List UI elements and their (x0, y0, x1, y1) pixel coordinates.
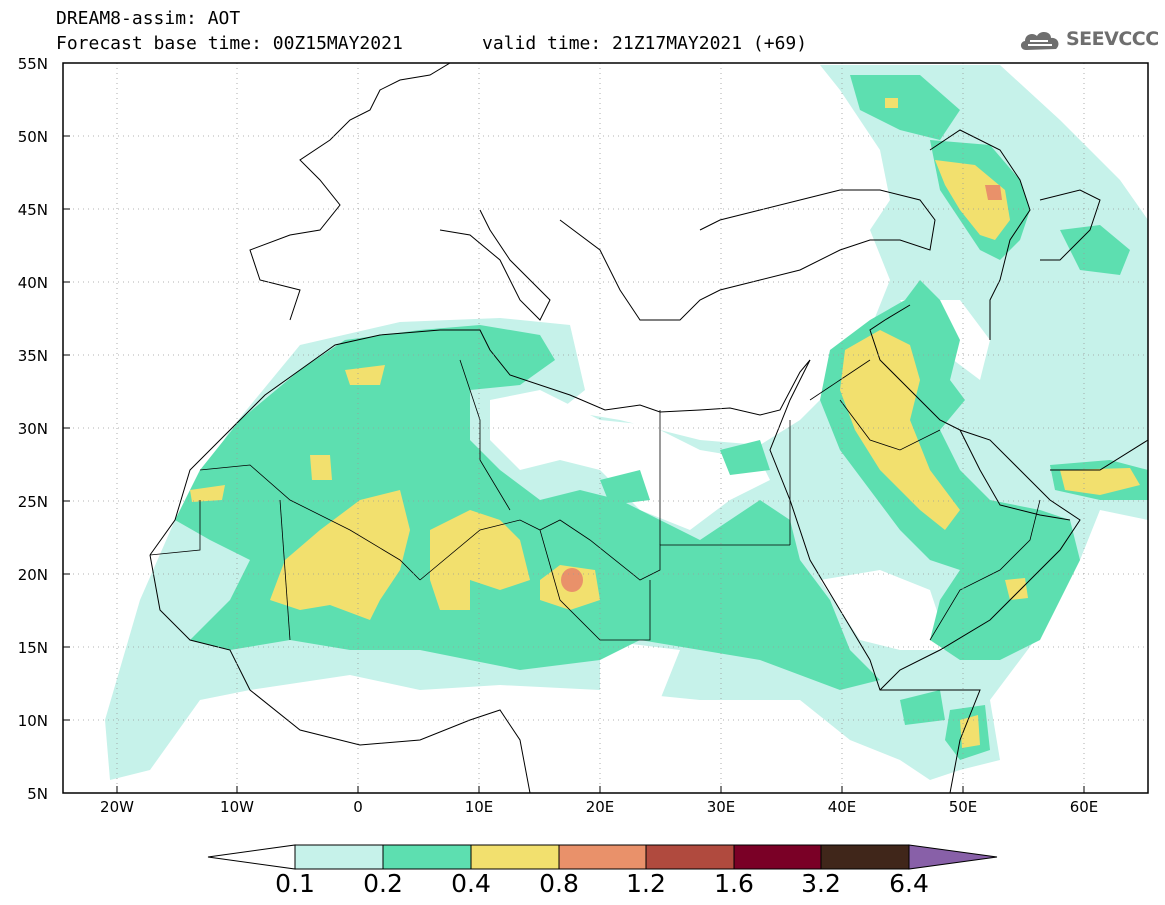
lon-label-20e: 20E (585, 798, 615, 816)
coastlines (149, 63, 1148, 793)
borders (149, 359, 1041, 641)
forecast-base-time: Forecast base time: 00Z15MAY2021 (56, 33, 403, 54)
lon-label-10w: 10W (220, 798, 254, 816)
lon-label-40e: 40E (827, 798, 857, 816)
lon-label-20w: 20W (100, 798, 134, 816)
colorbar-label-0-4: 0.4 (451, 869, 491, 898)
aot-field (105, 65, 1148, 780)
colorbar-bin-2 (382, 844, 472, 870)
lat-label-15n: 15N (17, 639, 48, 657)
lon-label-10e: 10E (464, 798, 494, 816)
colorbar (207, 844, 998, 870)
axis-ticks (63, 135, 1085, 793)
logo-text: SEEVCCC (1066, 28, 1159, 50)
lat-label-50n: 50N (17, 128, 48, 146)
lat-label-25n: 25N (17, 493, 48, 511)
colorbar-label-0-8: 0.8 (539, 869, 579, 898)
colorbar-label-1-2: 1.2 (626, 869, 666, 898)
lat-label-5n: 5N (27, 785, 48, 803)
seevccc-logo: SEEVCCC (1018, 26, 1159, 56)
lat-label-10n: 10N (17, 712, 48, 730)
colorbar-bin-3 (470, 844, 560, 870)
lon-label-50e: 50E (948, 798, 978, 816)
lon-label-30e: 30E (706, 798, 736, 816)
lon-label-60e: 60E (1069, 798, 1099, 816)
cloud-icon (1020, 32, 1059, 50)
colorbar-bin-1 (294, 844, 384, 870)
lon-label-0: 0 (353, 798, 363, 816)
colorbar-bin-4 (558, 844, 647, 870)
colorbar-bin-5 (645, 844, 735, 870)
lat-label-30n: 30N (17, 420, 48, 438)
lat-label-20n: 20N (17, 566, 48, 584)
product-title: DREAM8-assim: AOT (56, 8, 241, 29)
colorbar-over-arrow (908, 844, 998, 870)
lat-label-35n: 35N (17, 347, 48, 365)
colorbar-bin-6 (733, 844, 822, 870)
lat-label-55n: 55N (17, 55, 48, 73)
colorbar-bin-7 (820, 844, 910, 870)
colorbar-label-0-1: 0.1 (275, 869, 315, 898)
lat-label-40n: 40N (17, 274, 48, 292)
colorbar-under-arrow (207, 844, 296, 870)
gridlines (63, 63, 1148, 793)
colorbar-label-1-6: 1.6 (714, 869, 754, 898)
colorbar-label-3-2: 3.2 (801, 869, 841, 898)
lat-label-45n: 45N (17, 201, 48, 219)
valid-time: valid time: 21Z17MAY2021 (+69) (482, 33, 808, 54)
colorbar-label-0-2: 0.2 (363, 869, 403, 898)
colorbar-label-6-4: 6.4 (889, 869, 929, 898)
